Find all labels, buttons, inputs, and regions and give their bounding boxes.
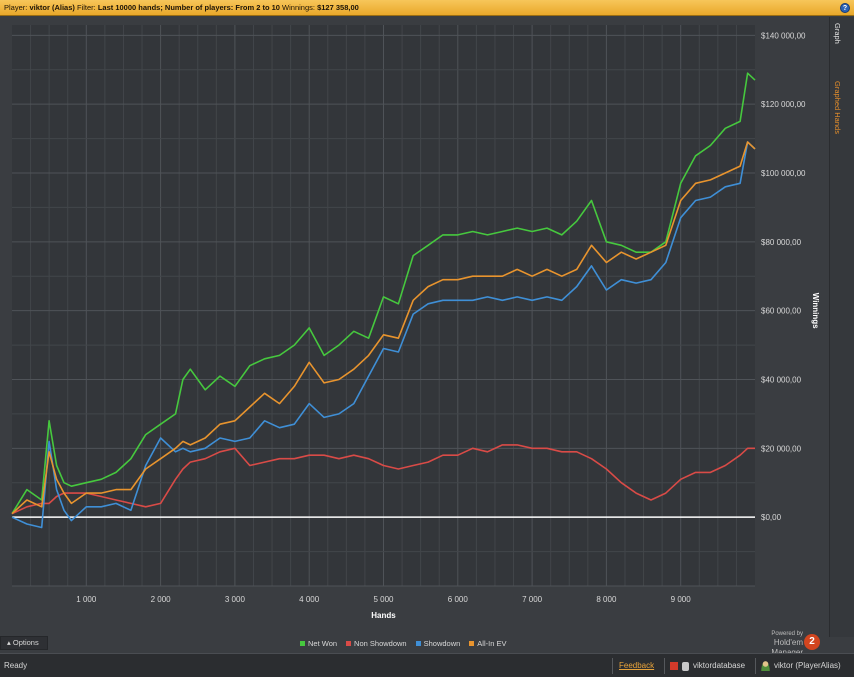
x-tick-label: 7 000 (522, 595, 543, 604)
status-bar: Ready Feedback viktordatabase viktor (Pl… (0, 653, 854, 677)
tab-graphed-hands[interactable]: Graphed Hands (833, 81, 842, 134)
x-tick-label: 8 000 (596, 595, 617, 604)
database-name: viktordatabase (693, 661, 746, 670)
options-button[interactable]: ▴ Options (0, 636, 48, 650)
legend-label: All-In EV (477, 638, 507, 648)
powered-by-text: Powered by (771, 631, 803, 637)
legend-item: Non Showdown (346, 639, 407, 648)
y-tick-label: $120 000,00 (761, 100, 806, 109)
player-selector[interactable]: viktor (PlayerAlias) (755, 658, 841, 674)
status-text: Ready (4, 661, 28, 670)
player-icon (761, 661, 770, 671)
winnings-chart: 1 000 2 000 3 000 4 000 5 000 6 000 7 000 8 000… (11, 25, 820, 620)
options-label: Options (12, 638, 39, 647)
x-tick-label: 1 000 (76, 595, 97, 604)
y-tick-label: $20 000,00 (761, 444, 802, 453)
legend-swatch (469, 640, 475, 646)
filter-value: Last 10000 hands; Number of players: Fro… (97, 3, 280, 12)
x-tick-label: 3 000 (225, 595, 246, 604)
feedback-link[interactable]: Feedback (612, 658, 654, 674)
x-tick-label: 9 000 (671, 595, 692, 604)
series-line (11, 444, 755, 515)
x-axis-label: Hands (371, 611, 396, 620)
legend-label: Showdown (423, 638, 461, 648)
x-tick-label: 4 000 (299, 595, 320, 604)
y-tick-label: $60 000,00 (761, 307, 802, 316)
tab-graph[interactable]: Graph (833, 23, 842, 44)
series-line (11, 72, 756, 515)
database-icon (682, 661, 689, 671)
y-tick-label: $140 000,00 (761, 31, 806, 40)
player-name: viktor (Alias) (29, 3, 75, 12)
chart-legend: Net Won Non Showdown Showdown All-In EV (300, 637, 506, 649)
winnings-label: Winnings: (282, 3, 315, 12)
chevron-up-icon: ▴ (7, 638, 11, 647)
legend-label: Net Won (308, 638, 338, 648)
x-tick-label: 2 000 (151, 595, 172, 604)
product-name: Hold'em Manager (771, 638, 803, 657)
legend-item: All-In EV (469, 639, 506, 648)
legend-item: Net Won (300, 639, 337, 648)
y-tick-label: $100 000,00 (761, 169, 806, 178)
chart-area: 1 000 2 000 3 000 4 000 5 000 6 000 7 000 8 000… (10, 23, 827, 636)
filter-header: Player: viktor (Alias) Filter: Last 1000… (0, 0, 854, 16)
player-label: Player: (4, 3, 28, 12)
flag-icon (670, 662, 678, 670)
powered-by: Powered by Hold'em Manager 2 (742, 631, 822, 658)
series-line (11, 141, 756, 515)
x-tick-label: 5 000 (373, 595, 394, 604)
player-alias: viktor (PlayerAlias) (774, 661, 841, 670)
help-icon[interactable]: ? (840, 3, 850, 13)
legend-swatch (300, 640, 305, 646)
legend-swatch (346, 640, 352, 646)
database-selector[interactable]: viktordatabase (664, 658, 745, 674)
legend-label: Non Showdown (354, 638, 407, 648)
y-axis-label: Winnings (811, 293, 820, 329)
winnings-value: $127 358,00 (317, 3, 359, 12)
legend-swatch (415, 640, 421, 646)
legend-item: Showdown (415, 638, 461, 648)
y-tick-label: $40 000,00 (761, 375, 802, 384)
sidebar: Graph Graphed Hands (829, 17, 854, 637)
y-tick-label: $0,00 (761, 513, 782, 522)
filter-label: Filter: (76, 3, 96, 12)
x-tick-label: 6 000 (448, 595, 469, 604)
series-line (11, 141, 756, 529)
hm2-logo-icon: 2 (804, 634, 820, 650)
y-tick-label: $80 000,00 (761, 238, 802, 247)
